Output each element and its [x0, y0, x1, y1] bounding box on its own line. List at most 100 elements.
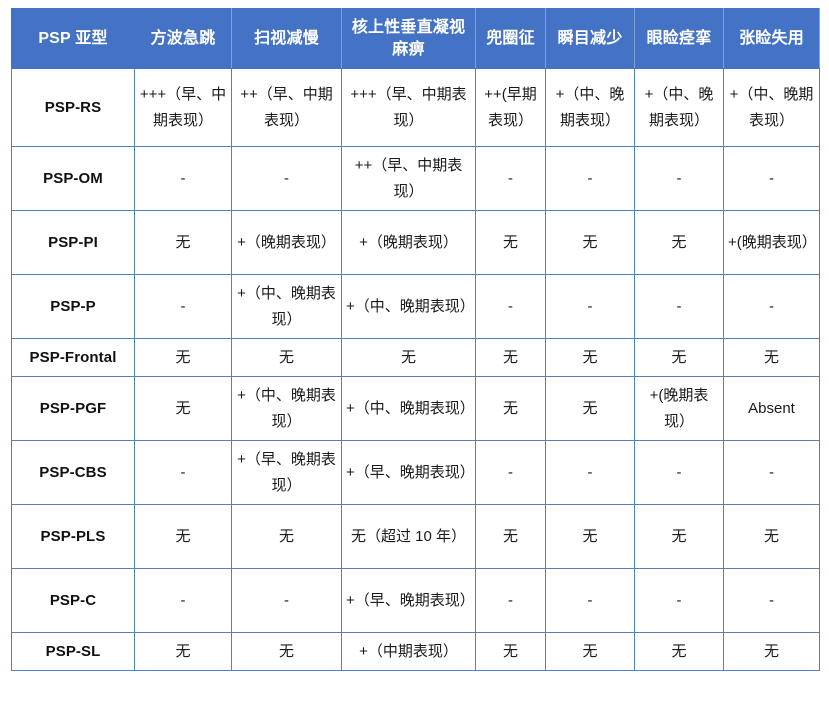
column-header-apraxia-eyelid-opening: 张睑失用 [723, 8, 820, 69]
column-header-supranuclear-gaze-palsy: 核上性垂直凝视麻痹 [341, 8, 476, 69]
cell: +（中、晚期表现） [341, 274, 476, 339]
cell: - [723, 274, 820, 339]
cell: - [475, 440, 546, 505]
cell: 无 [634, 210, 724, 275]
cell: - [134, 568, 232, 633]
cell: +（中、晚期表现） [723, 68, 820, 147]
cell: 无 [545, 376, 635, 441]
cell: - [231, 568, 342, 633]
cell: +(晚期表现） [723, 210, 820, 275]
column-header-reduced-blinking: 瞬目减少 [545, 8, 635, 69]
cell: - [723, 440, 820, 505]
cell: +（晚期表现） [341, 210, 476, 275]
table-row: PSP-PGF 无 +（中、晚期表现） +（中、晚期表现） 无 无 +(晚期表现… [11, 376, 820, 441]
cell: 无 [634, 338, 724, 377]
row-label-psp-pls: PSP-PLS [11, 504, 135, 569]
cell: 无 [634, 504, 724, 569]
cell: +(晚期表现） [634, 376, 724, 441]
cell: 无 [475, 632, 546, 671]
header-row: PSP 亚型 方波急跳 扫视减慢 核上性垂直凝视麻痹 兜圈征 瞬目减少 眼睑痉挛… [11, 8, 820, 69]
table-row: PSP-RS +++（早、中期表现） ++（早、中期表现） +++（早、中期表现… [11, 68, 820, 147]
cell: - [134, 146, 232, 211]
table-header: PSP 亚型 方波急跳 扫视减慢 核上性垂直凝视麻痹 兜圈征 瞬目减少 眼睑痉挛… [11, 8, 820, 69]
cell: 无 [545, 210, 635, 275]
cell: - [545, 146, 635, 211]
column-header-square-wave-jerks: 方波急跳 [134, 8, 232, 69]
cell: - [723, 568, 820, 633]
column-header-blepharospasm: 眼睑痉挛 [634, 8, 724, 69]
cell: - [475, 568, 546, 633]
column-header-subtype: PSP 亚型 [11, 8, 135, 69]
cell: +++（早、中期表现） [341, 68, 476, 147]
cell: 无 [134, 504, 232, 569]
cell: +（早、晚期表现） [341, 440, 476, 505]
cell: - [134, 440, 232, 505]
cell: 无 [231, 338, 342, 377]
cell: 无 [475, 504, 546, 569]
cell: - [634, 274, 724, 339]
cell: +（中、晚期表现） [341, 376, 476, 441]
cell: +（晚期表现） [231, 210, 342, 275]
cell: 无 [341, 338, 476, 377]
cell: 无 [475, 338, 546, 377]
cell: - [634, 568, 724, 633]
cell: 无 [723, 632, 820, 671]
cell: 无 [545, 338, 635, 377]
cell: 无（超过 10 年） [341, 504, 476, 569]
cell: 无 [545, 504, 635, 569]
cell: +（中期表现） [341, 632, 476, 671]
table-row: PSP-SL 无 无 +（中期表现） 无 无 无 无 [11, 632, 820, 671]
cell: 无 [634, 632, 724, 671]
cell: 无 [545, 632, 635, 671]
row-label-psp-p: PSP-P [11, 274, 135, 339]
cell: ++(早期表现） [475, 68, 546, 147]
table-row: PSP-CBS - +（早、晚期表现） +（早、晚期表现） - - - - [11, 440, 820, 505]
cell: 无 [231, 632, 342, 671]
cell: 无 [723, 338, 820, 377]
cell: +（中、晚期表现） [634, 68, 724, 147]
column-header-slow-saccades: 扫视减慢 [231, 8, 342, 69]
cell: ++（早、中期表现） [341, 146, 476, 211]
row-label-psp-pgf: PSP-PGF [11, 376, 135, 441]
cell: 无 [134, 376, 232, 441]
cell: - [723, 146, 820, 211]
cell: +++（早、中期表现） [134, 68, 232, 147]
row-label-psp-sl: PSP-SL [11, 632, 135, 671]
table-row: PSP-C - - +（早、晚期表现） - - - - [11, 568, 820, 633]
cell: - [634, 440, 724, 505]
cell: 无 [134, 338, 232, 377]
cell: - [231, 146, 342, 211]
cell: - [545, 274, 635, 339]
cell: 无 [231, 504, 342, 569]
cell: - [634, 146, 724, 211]
cell: +（中、晚期表现） [231, 274, 342, 339]
cell: +（中、晚期表现） [231, 376, 342, 441]
row-label-psp-pi: PSP-PI [11, 210, 135, 275]
table-body: PSP-RS +++（早、中期表现） ++（早、中期表现） +++（早、中期表现… [11, 68, 820, 671]
cell: 无 [723, 504, 820, 569]
cell: 无 [134, 210, 232, 275]
cell: - [545, 440, 635, 505]
cell: - [134, 274, 232, 339]
column-header-round-the-houses-sign: 兜圈征 [475, 8, 546, 69]
cell: - [475, 274, 546, 339]
row-label-psp-om: PSP-OM [11, 146, 135, 211]
table-row: PSP-PLS 无 无 无（超过 10 年） 无 无 无 无 [11, 504, 820, 569]
cell: +（早、晚期表现） [231, 440, 342, 505]
row-label-psp-c: PSP-C [11, 568, 135, 633]
row-label-psp-frontal: PSP-Frontal [11, 338, 135, 377]
row-label-psp-cbs: PSP-CBS [11, 440, 135, 505]
table-row: PSP-Frontal 无 无 无 无 无 无 无 [11, 338, 820, 377]
cell: 无 [134, 632, 232, 671]
cell: +（中、晚期表现） [545, 68, 635, 147]
psp-subtype-symptom-table: PSP 亚型 方波急跳 扫视减慢 核上性垂直凝视麻痹 兜圈征 瞬目减少 眼睑痉挛… [11, 8, 820, 671]
row-label-psp-rs: PSP-RS [11, 68, 135, 147]
cell: +（早、晚期表现） [341, 568, 476, 633]
cell: 无 [475, 210, 546, 275]
cell: - [475, 146, 546, 211]
cell: Absent [723, 376, 820, 441]
cell: - [545, 568, 635, 633]
table-row: PSP-PI 无 +（晚期表现） +（晚期表现） 无 无 无 +(晚期表现） [11, 210, 820, 275]
cell: 无 [475, 376, 546, 441]
